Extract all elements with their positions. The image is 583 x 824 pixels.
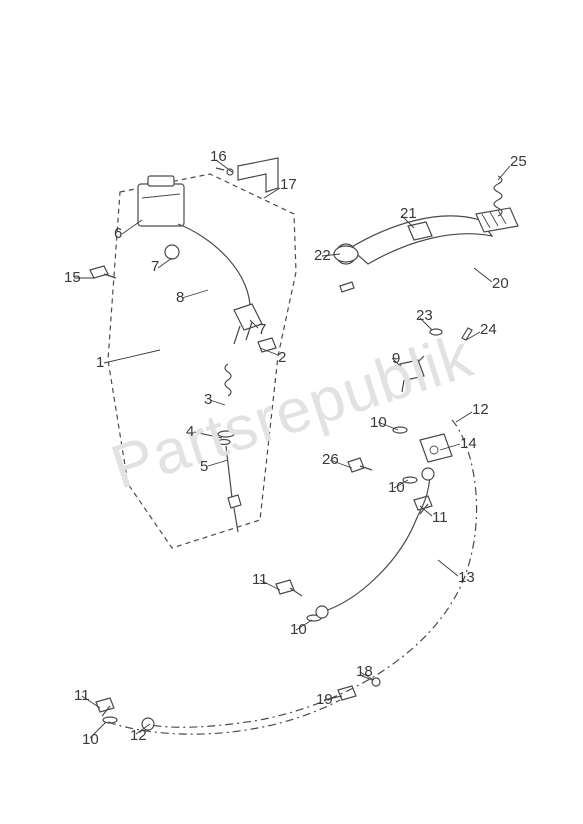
callout-number: 11	[432, 510, 448, 525]
callout-number: 10	[82, 732, 99, 747]
leader-lines	[74, 160, 510, 738]
callout-number: 10	[290, 622, 307, 637]
callout-number: 21	[400, 206, 417, 221]
callout-number: 14	[460, 436, 477, 451]
callout-number: 1	[96, 355, 104, 370]
leader-line	[498, 166, 510, 180]
leader-line	[208, 460, 228, 466]
callout-number: 4	[186, 424, 194, 439]
callout-number: 11	[74, 688, 90, 703]
callout-number: 5	[200, 459, 208, 474]
callout-number: 8	[176, 290, 184, 305]
callout-number: 25	[510, 154, 527, 169]
callout-number: 17	[280, 177, 297, 192]
callout-number: 10	[388, 480, 405, 495]
callout-number: 16	[210, 149, 227, 164]
callout-number: 22	[314, 248, 331, 263]
callout-number: 7	[151, 259, 159, 274]
callout-number: 10	[370, 415, 387, 430]
callout-number: 23	[416, 308, 433, 323]
leader-line	[122, 220, 142, 234]
callout-number: 20	[492, 276, 509, 291]
callout-number: 18	[356, 664, 373, 679]
callout-number: 11	[252, 572, 268, 587]
callout-number: 6	[114, 226, 122, 241]
callout-number: 13	[458, 570, 475, 585]
callout-number: 15	[64, 270, 81, 285]
callout-number: 2	[278, 350, 286, 365]
callout-number: 7	[258, 322, 266, 337]
leader-line	[456, 412, 472, 422]
leader-line	[438, 560, 458, 576]
callout-number: 26	[322, 452, 339, 467]
callout-number: 19	[316, 692, 333, 707]
callout-number: 12	[472, 402, 489, 417]
leader-line	[182, 290, 208, 298]
callout-number: 24	[480, 322, 497, 337]
leader-line	[104, 350, 160, 363]
diagram-container: Partsrepublik	[0, 0, 583, 824]
callout-number: 3	[204, 392, 212, 407]
callout-number: 9	[392, 351, 400, 366]
leader-line	[158, 258, 172, 268]
callout-number: 12	[130, 728, 147, 743]
leader-line	[474, 268, 492, 282]
